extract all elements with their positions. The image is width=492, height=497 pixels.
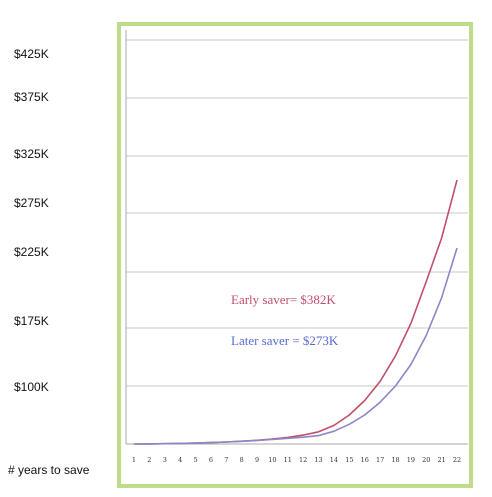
x-ticks: 1 2 3 4 5 6 7 8 9 10 11 12 13 14 15 16 17 18 19 20 21 22 [132,456,461,464]
x-tick-label: 10 [268,456,276,464]
annotation-later: Later saver = $273K [231,333,339,348]
x-tick-label: 17 [376,456,384,464]
y-tick-label: $175K [14,314,49,328]
x-tick-label: 9 [255,456,259,464]
y-tick-label: $425K [14,47,49,61]
series-layer [133,179,458,445]
y-tick-label: $275K [14,196,49,210]
x-tick-label: 15 [345,456,353,464]
x-tick-label: 3 [163,456,167,464]
series-line-later [133,247,458,445]
y-tick-label: $100K [14,380,49,394]
x-tick-label: 13 [314,456,322,464]
x-tick-label: 20 [422,456,430,464]
x-tick-label: 12 [299,456,307,464]
x-tick-label: 5 [193,456,197,464]
y-tick-label: $225K [14,245,49,259]
x-axis-label: # years to save [8,463,90,477]
y-tick-label: $325K [14,147,49,161]
x-tick-label: 18 [391,456,399,464]
annotations: Early saver= $382K Later saver = $273K [231,292,339,348]
gridlines [126,39,468,387]
x-tick-label: 4 [178,456,182,464]
x-tick-label: 19 [407,456,415,464]
y-tick-label: $375K [14,90,49,104]
annotation-early: Early saver= $382K [231,292,336,307]
chart-frame [117,22,473,488]
x-tick-label: 1 [132,456,136,464]
x-tick-label: 21 [437,456,445,464]
x-tick-label: 22 [453,456,461,464]
x-tick-label: 11 [284,456,292,464]
x-tick-label: 2 [147,456,151,464]
x-tick-label: 6 [209,456,213,464]
x-tick-label: 7 [224,456,228,464]
x-tick-label: 16 [361,456,369,464]
x-tick-label: 8 [240,456,244,464]
x-tick-label: 14 [330,456,338,464]
